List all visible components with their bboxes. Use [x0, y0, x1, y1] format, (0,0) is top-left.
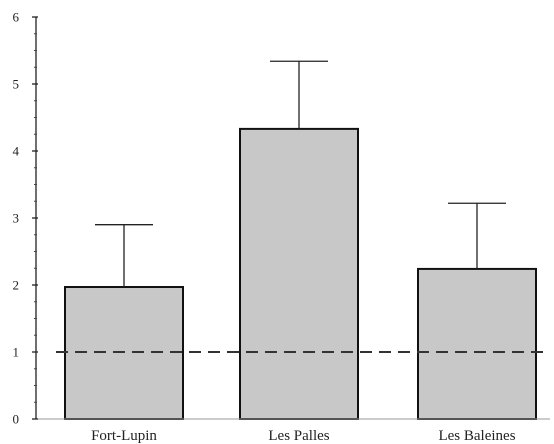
bar — [64, 286, 184, 421]
y-tick-label: 2 — [13, 278, 20, 293]
y-tick-label: 6 — [13, 10, 20, 25]
category-label: Les Palles — [268, 428, 329, 444]
bars-layer — [64, 127, 537, 421]
category-label: Les Baleines — [438, 428, 515, 444]
bar — [417, 267, 537, 421]
category-label: Fort-Lupin — [91, 428, 157, 444]
y-tick-label: 3 — [13, 211, 20, 226]
y-tick-label: 4 — [13, 144, 20, 159]
bar — [239, 127, 359, 420]
error-bars-layer — [95, 60, 506, 288]
y-tick-label: 0 — [13, 412, 20, 427]
y-tick-label: 5 — [13, 77, 20, 92]
y-tick-label: 1 — [13, 345, 20, 360]
y-axis: 0 1 2 3 4 5 6 — [13, 10, 550, 427]
category-labels: Fort-Lupin Les Palles Les Baleines — [91, 428, 516, 444]
